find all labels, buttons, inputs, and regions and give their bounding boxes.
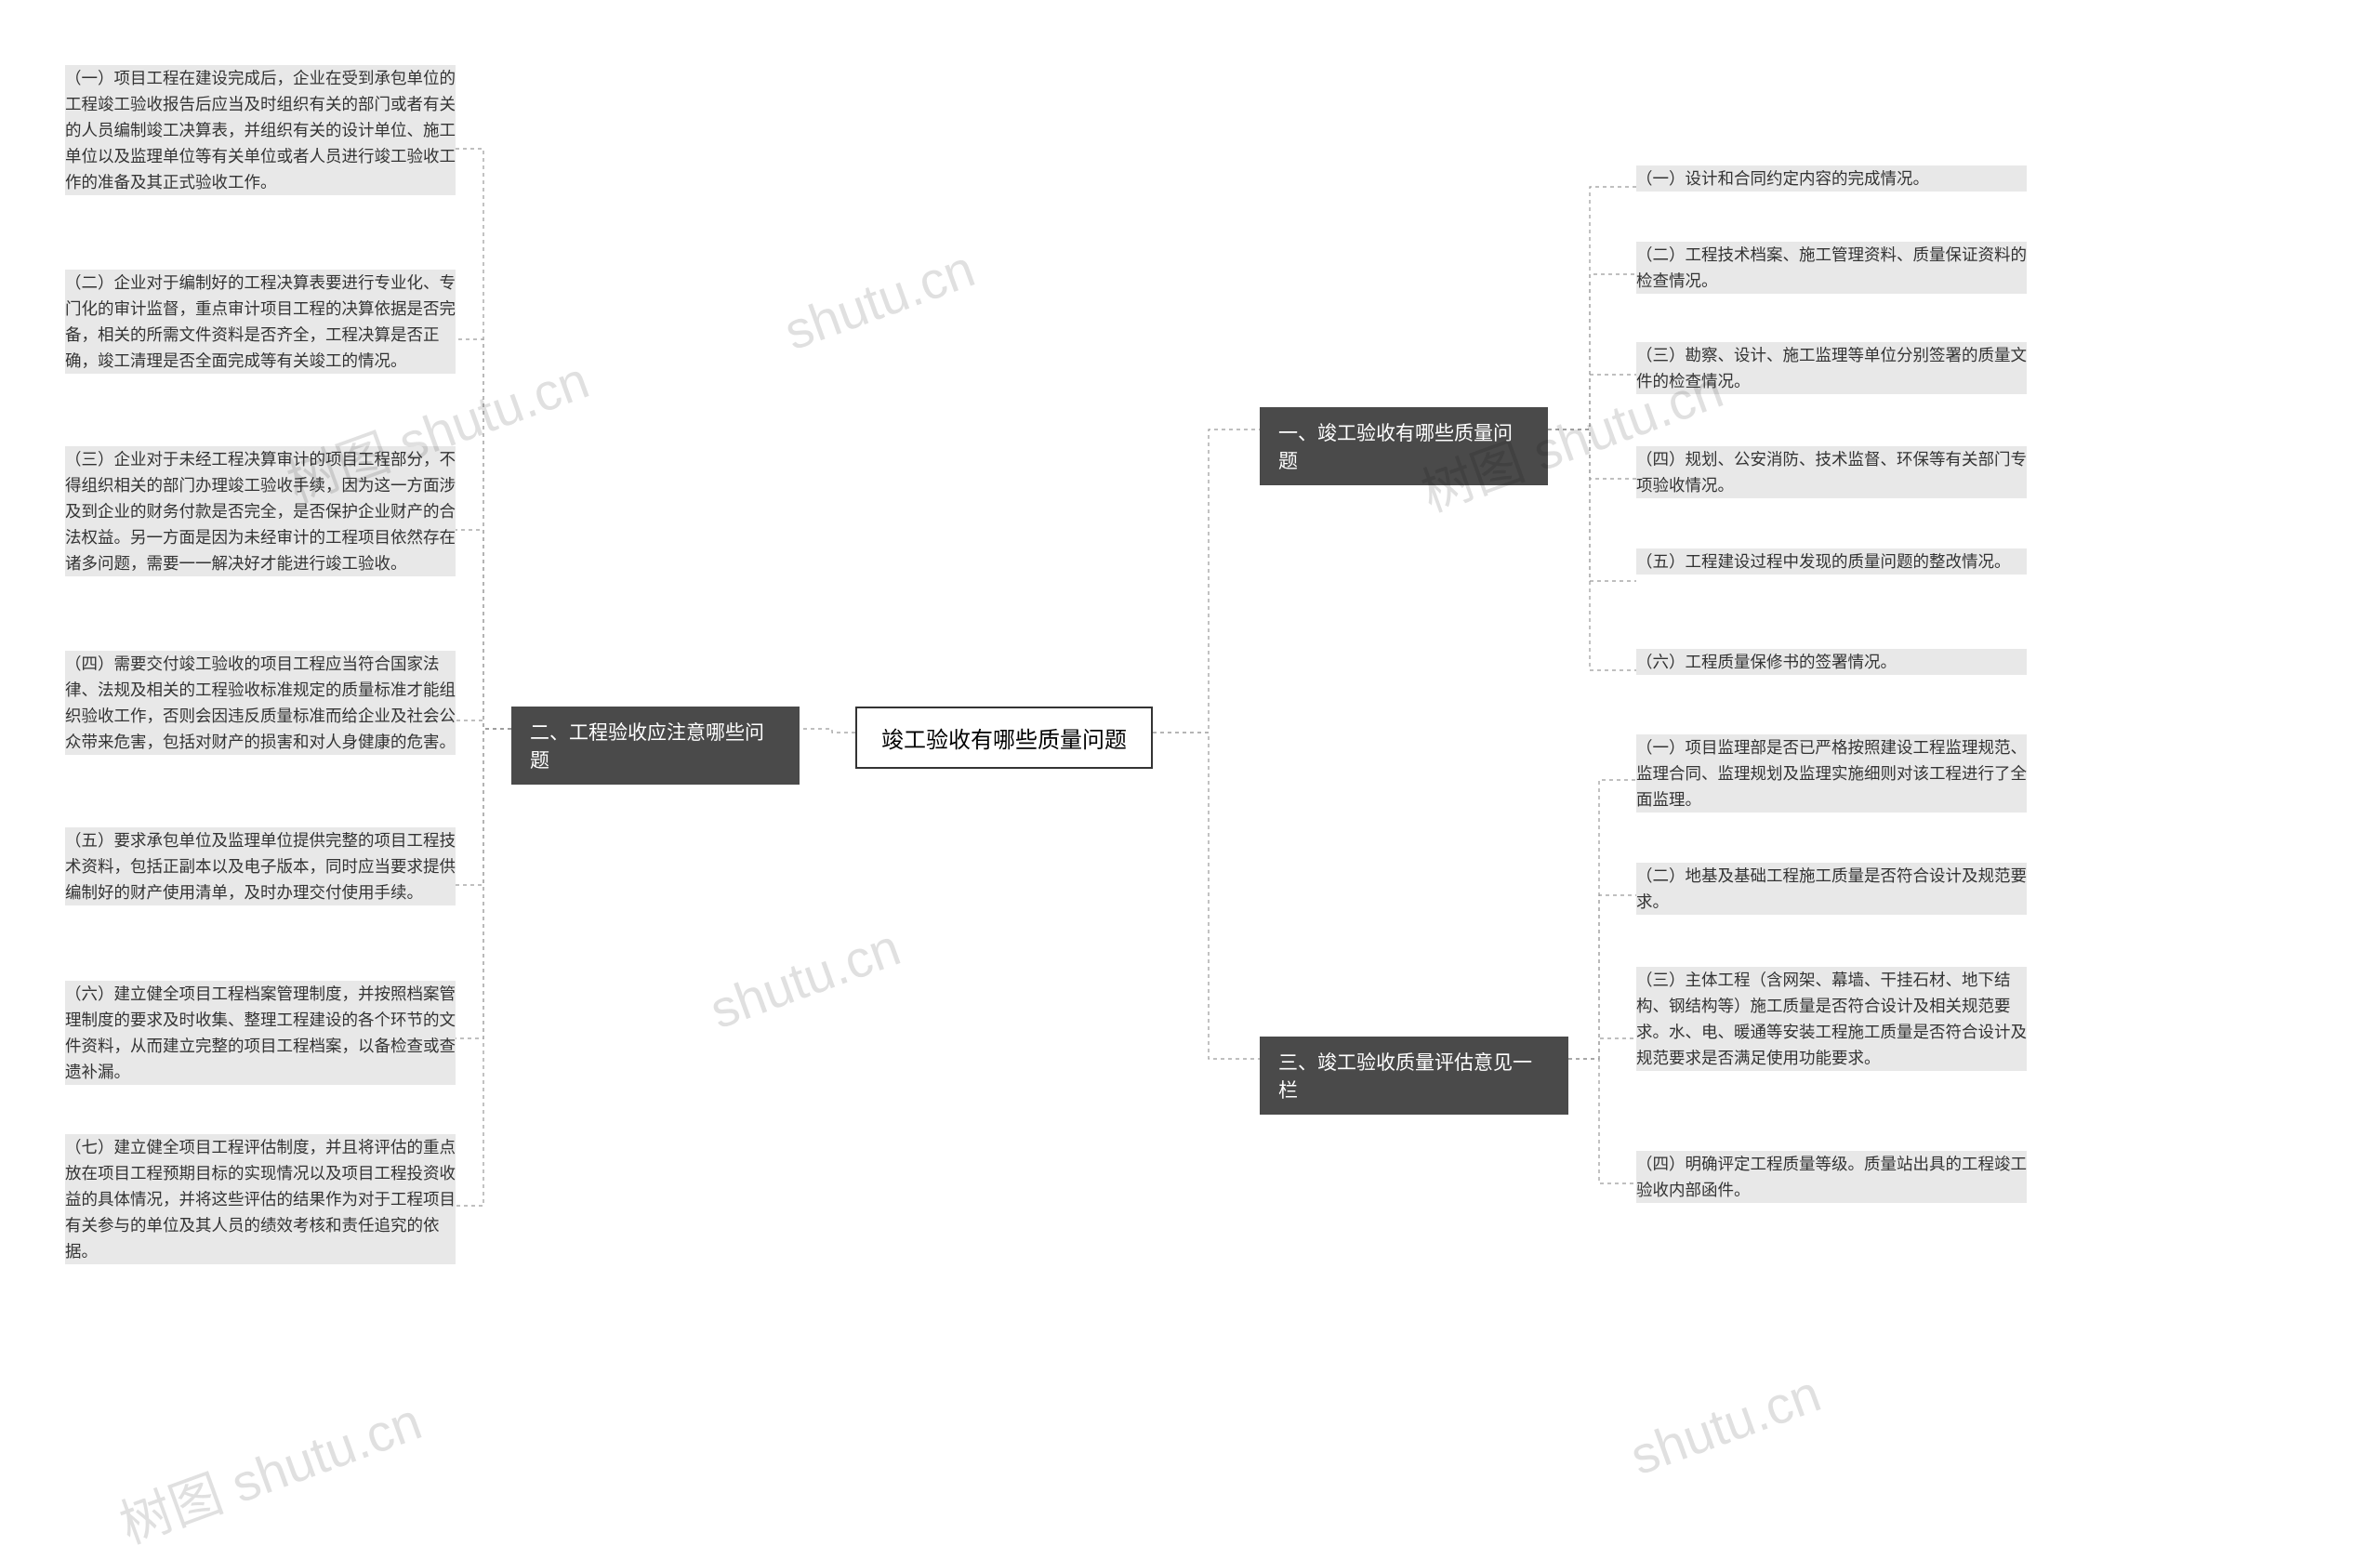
leaf-b2-3[interactable]: （三）企业对于未经工程决算审计的项目工程部分，不得组织相关的部门办理竣工验收手续… — [65, 446, 456, 576]
branch-3-label: 三、竣工验收质量评估意见一栏 — [1278, 1052, 1532, 1102]
leaf-b1-6[interactable]: （六）工程质量保修书的签署情况。 — [1636, 649, 2027, 675]
leaf-b3-4[interactable]: （四）明确评定工程质量等级。质量站出具的工程竣工验收内部函件。 — [1636, 1151, 2027, 1203]
leaf-b3-3[interactable]: （三）主体工程（含网架、幕墙、干挂石材、地下结构、钢结构等）施工质量是否符合设计… — [1636, 967, 2027, 1071]
leaf-b1-1[interactable]: （一）设计和合同约定内容的完成情况。 — [1636, 165, 2027, 192]
watermark: shutu.cn — [702, 917, 907, 1040]
leaf-text: （四）需要交付竣工验收的项目工程应当符合国家法律、法规及相关的工程验收标准规定的… — [65, 654, 456, 751]
leaf-text: （四）明确评定工程质量等级。质量站出具的工程竣工验收内部函件。 — [1636, 1155, 2027, 1199]
leaf-text: （三）勘察、设计、施工监理等单位分别签署的质量文件的检查情况。 — [1636, 346, 2027, 390]
leaf-text: （六）建立健全项目工程档案管理制度，并按照档案管理制度的要求及时收集、整理工程建… — [65, 984, 456, 1081]
leaf-b2-2[interactable]: （二）企业对于编制好的工程决算表要进行专业化、专门化的审计监督，重点审计项目工程… — [65, 270, 456, 374]
root-label: 竣工验收有哪些质量问题 — [881, 728, 1127, 753]
leaf-text: （四）规划、公安消防、技术监督、环保等有关部门专项验收情况。 — [1636, 450, 2027, 495]
branch-2-label: 二、工程验收应注意哪些问题 — [530, 722, 764, 772]
leaf-b3-2[interactable]: （二）地基及基础工程施工质量是否符合设计及规范要求。 — [1636, 863, 2027, 915]
watermark: shutu.cn — [776, 238, 982, 362]
branch-2[interactable]: 二、工程验收应注意哪些问题 — [511, 707, 800, 785]
branch-3[interactable]: 三、竣工验收质量评估意见一栏 — [1260, 1037, 1568, 1115]
leaf-text: （七）建立健全项目工程评估制度，并且将评估的重点放在项目工程预期目标的实现情况以… — [65, 1138, 456, 1261]
leaf-text: （一）项目工程在建设完成后，企业在受到承包单位的工程竣工验收报告后应当及时组织有… — [65, 69, 456, 192]
leaf-b2-1[interactable]: （一）项目工程在建设完成后，企业在受到承包单位的工程竣工验收报告后应当及时组织有… — [65, 65, 456, 195]
root-node[interactable]: 竣工验收有哪些质量问题 — [855, 707, 1153, 769]
leaf-b2-6[interactable]: （六）建立健全项目工程档案管理制度，并按照档案管理制度的要求及时收集、整理工程建… — [65, 981, 456, 1085]
watermark: 树图 shutu.cn — [108, 1380, 430, 1558]
leaf-text: （六）工程质量保修书的签署情况。 — [1636, 653, 1897, 671]
leaf-text: （二）工程技术档案、施工管理资料、质量保证资料的检查情况。 — [1636, 245, 2027, 290]
leaf-text: （五）要求承包单位及监理单位提供完整的项目工程技术资料，包括正副本以及电子版本，… — [65, 831, 456, 902]
branch-1-label: 一、竣工验收有哪些质量问题 — [1278, 423, 1513, 472]
branch-1[interactable]: 一、竣工验收有哪些质量问题 — [1260, 407, 1548, 485]
leaf-text: （三）主体工程（含网架、幕墙、干挂石材、地下结构、钢结构等）施工质量是否符合设计… — [1636, 971, 2027, 1067]
watermark: shutu.cn — [1622, 1363, 1828, 1486]
leaf-b1-2[interactable]: （二）工程技术档案、施工管理资料、质量保证资料的检查情况。 — [1636, 242, 2027, 294]
leaf-b1-4[interactable]: （四）规划、公安消防、技术监督、环保等有关部门专项验收情况。 — [1636, 446, 2027, 498]
leaf-b1-3[interactable]: （三）勘察、设计、施工监理等单位分别签署的质量文件的检查情况。 — [1636, 342, 2027, 394]
leaf-text: （五）工程建设过程中发现的质量问题的整改情况。 — [1636, 552, 2011, 571]
leaf-text: （一）项目监理部是否已严格按照建设工程监理规范、监理合同、监理规划及监理实施细则… — [1636, 738, 2027, 809]
leaf-b1-5[interactable]: （五）工程建设过程中发现的质量问题的整改情况。 — [1636, 548, 2027, 575]
leaf-b2-4[interactable]: （四）需要交付竣工验收的项目工程应当符合国家法律、法规及相关的工程验收标准规定的… — [65, 651, 456, 755]
leaf-b3-1[interactable]: （一）项目监理部是否已严格按照建设工程监理规范、监理合同、监理规划及监理实施细则… — [1636, 734, 2027, 813]
leaf-b2-5[interactable]: （五）要求承包单位及监理单位提供完整的项目工程技术资料，包括正副本以及电子版本，… — [65, 827, 456, 905]
leaf-text: （二）企业对于编制好的工程决算表要进行专业化、专门化的审计监督，重点审计项目工程… — [65, 273, 456, 370]
leaf-text: （三）企业对于未经工程决算审计的项目工程部分，不得组织相关的部门办理竣工验收手续… — [65, 450, 456, 573]
leaf-text: （一）设计和合同约定内容的完成情况。 — [1636, 169, 1929, 188]
leaf-b2-7[interactable]: （七）建立健全项目工程评估制度，并且将评估的重点放在项目工程预期目标的实现情况以… — [65, 1134, 456, 1264]
leaf-text: （二）地基及基础工程施工质量是否符合设计及规范要求。 — [1636, 866, 2027, 911]
